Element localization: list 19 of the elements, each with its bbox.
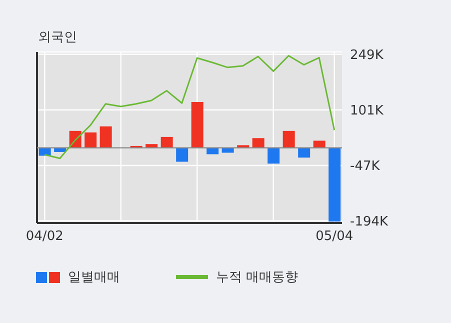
y-tick-label: 101K	[350, 103, 384, 118]
bar	[328, 148, 341, 222]
legend-label: 일별매매	[68, 269, 120, 286]
bar	[191, 102, 204, 148]
bar	[84, 132, 97, 148]
bar	[176, 148, 188, 162]
x-tick-label: 04/02	[26, 229, 64, 244]
bar	[100, 126, 112, 148]
chart-title: 외국인	[38, 29, 77, 46]
bar	[298, 148, 310, 158]
y-tick-label: -194K	[350, 214, 389, 230]
x-tick-label: 05/04	[316, 229, 354, 244]
legend-label: 누적 매매동향	[216, 269, 298, 286]
y-tick-label: -47K	[350, 159, 380, 174]
y-tick-label: 249K	[350, 48, 384, 63]
bar	[160, 136, 173, 148]
line-series	[44, 55, 336, 160]
bar	[268, 148, 280, 164]
bar	[282, 130, 295, 148]
